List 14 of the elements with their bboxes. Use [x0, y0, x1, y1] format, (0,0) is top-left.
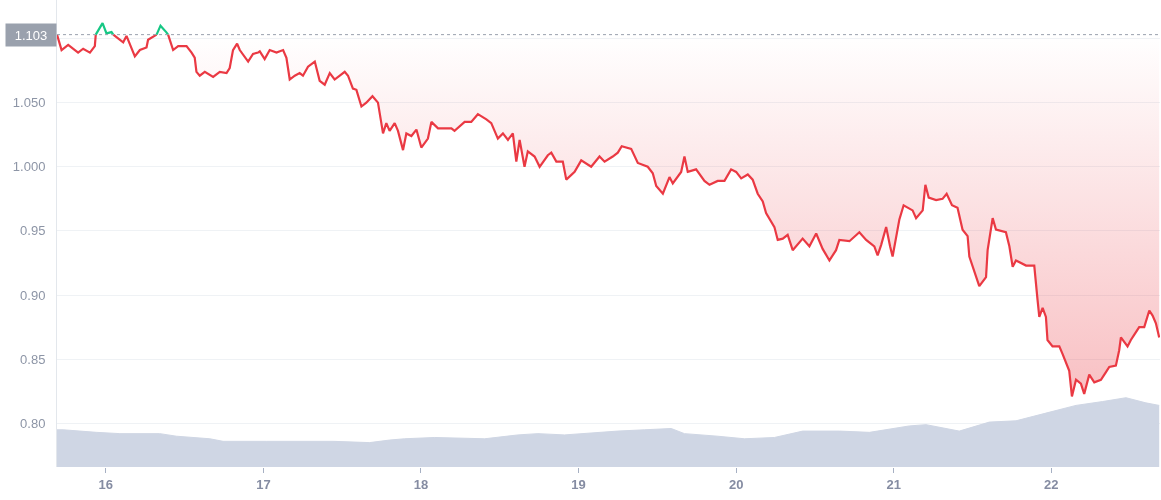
x-tick-label: 19	[571, 476, 586, 492]
y-tick-label: 0.95	[20, 223, 46, 239]
y-tick-label: 0.80	[20, 415, 46, 431]
x-tick-label: 21	[886, 476, 901, 492]
y-tick-label: 1.000	[12, 159, 46, 175]
y-tick-label: 0.90	[20, 287, 46, 303]
y-tick-label: 1.050	[12, 95, 46, 111]
ref-line-label: 1.103	[14, 27, 48, 43]
x-tick-label: 22	[1044, 476, 1059, 492]
x-tick-label: 16	[98, 476, 114, 492]
x-tick-label: 20	[728, 476, 744, 492]
x-tick-label: 18	[413, 476, 429, 492]
y-tick-label: 0.85	[20, 351, 46, 367]
x-tick-label: 17	[256, 476, 271, 492]
